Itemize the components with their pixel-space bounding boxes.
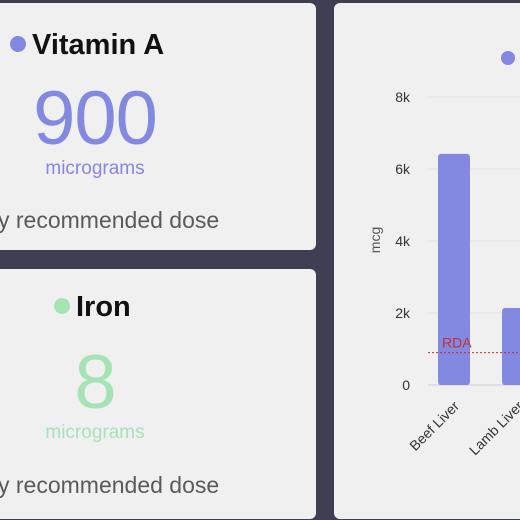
- iron-dot-icon: [54, 298, 70, 315]
- y-tick-label: 2k: [395, 305, 411, 321]
- rda-label: RDA: [442, 335, 472, 351]
- iron-title: Iron: [54, 291, 254, 324]
- iron-unit: micrograms: [45, 422, 145, 443]
- iron-caption: y recommended dose: [0, 472, 220, 498]
- y-axis-label: mcg: [367, 227, 383, 253]
- bar-beef-liver[interactable]: [438, 153, 470, 385]
- y-axis-ticks: 0 2k 4k 6k 8k: [395, 89, 411, 393]
- x-axis-ticks: Beef Liver Lamb Liver: [406, 398, 520, 459]
- iron-title-text: Iron: [76, 291, 131, 323]
- y-tick-label: 4k: [395, 233, 411, 249]
- vitamin-a-dot-icon: [10, 36, 26, 53]
- x-tick-label: Beef Liver: [406, 398, 462, 454]
- bar-chart: 0 2k 4k 6k 8k mcg RDA Beef Liver Lamb Liver: [367, 51, 520, 459]
- iron-amount: 8: [74, 340, 116, 425]
- chart-card: 0 2k 4k 6k 8k mcg RDA Beef Liver Lamb Liver: [334, 3, 520, 519]
- iron-card: Iron 8 micrograms y recommended dose: [0, 269, 316, 519]
- vitamin-a-caption: y recommended dose: [0, 207, 220, 233]
- vitamin-a-unit: micrograms: [45, 158, 145, 179]
- vitamin-a-card: Vitamin A 900 micrograms y recommended d…: [0, 3, 316, 250]
- vitamin-a-title-text: Vitamin A: [32, 29, 165, 61]
- x-tick-label: Lamb Liver: [466, 398, 520, 459]
- bar-lamb-liver[interactable]: [502, 307, 520, 385]
- y-tick-label: 8k: [395, 89, 411, 105]
- bars: [438, 153, 520, 385]
- rda-reference: RDA: [428, 335, 520, 354]
- y-tick-label: 0: [402, 377, 410, 393]
- legend-dot-icon: [501, 51, 515, 65]
- vitamin-a-title: Vitamin A: [10, 29, 210, 62]
- vitamin-a-amount: 900: [33, 76, 158, 161]
- y-tick-label: 6k: [395, 161, 411, 177]
